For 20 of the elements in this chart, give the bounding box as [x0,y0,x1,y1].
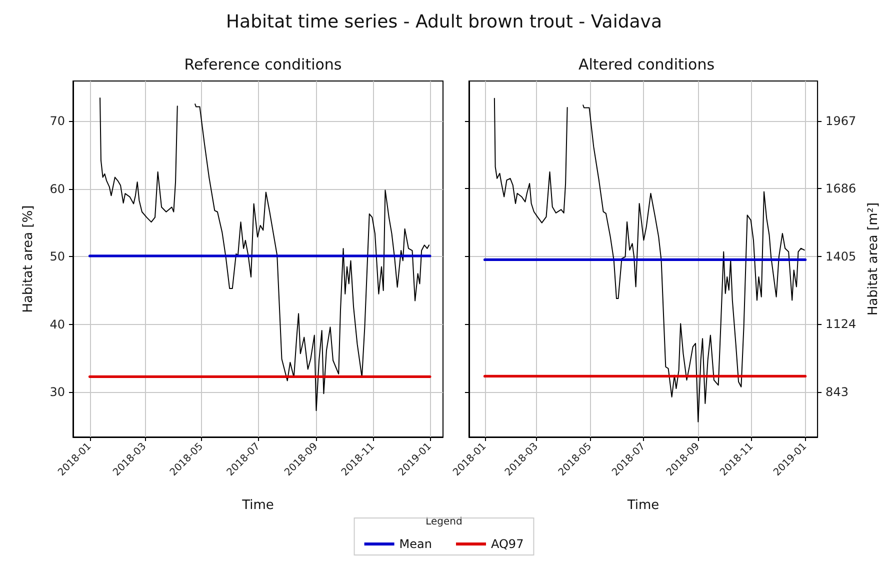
chart-subtitle: Reference conditions [184,56,342,74]
legend-label: Mean [399,537,432,551]
y2-tick-label: 1686 [826,182,856,196]
legend-label: AQ97 [490,537,524,551]
x-axis-title: Time [626,498,660,513]
y-tick-label: 70 [50,114,65,128]
y-tick-label: 50 [50,250,65,264]
y2-tick-label: 843 [826,384,848,399]
y2-tick-label: 1124 [826,317,856,332]
y-axis-title: Habitat area [%] [21,205,36,313]
y-tick-label: 40 [50,317,65,332]
y2-axis-title: Habitat area [m²] [866,202,881,316]
chart-title: Altered conditions [578,56,715,74]
x-axis-title: Time [241,498,274,513]
legend-title: Legend [426,516,462,528]
chart-title: Habitat time series - Adult brown trout - Vaidava [226,12,662,32]
y-tick-label: 30 [50,385,65,400]
y-tick-label: 60 [50,182,65,196]
y2-tick-label: 1405 [826,249,856,264]
y2-tick-label: 1967 [826,114,856,128]
